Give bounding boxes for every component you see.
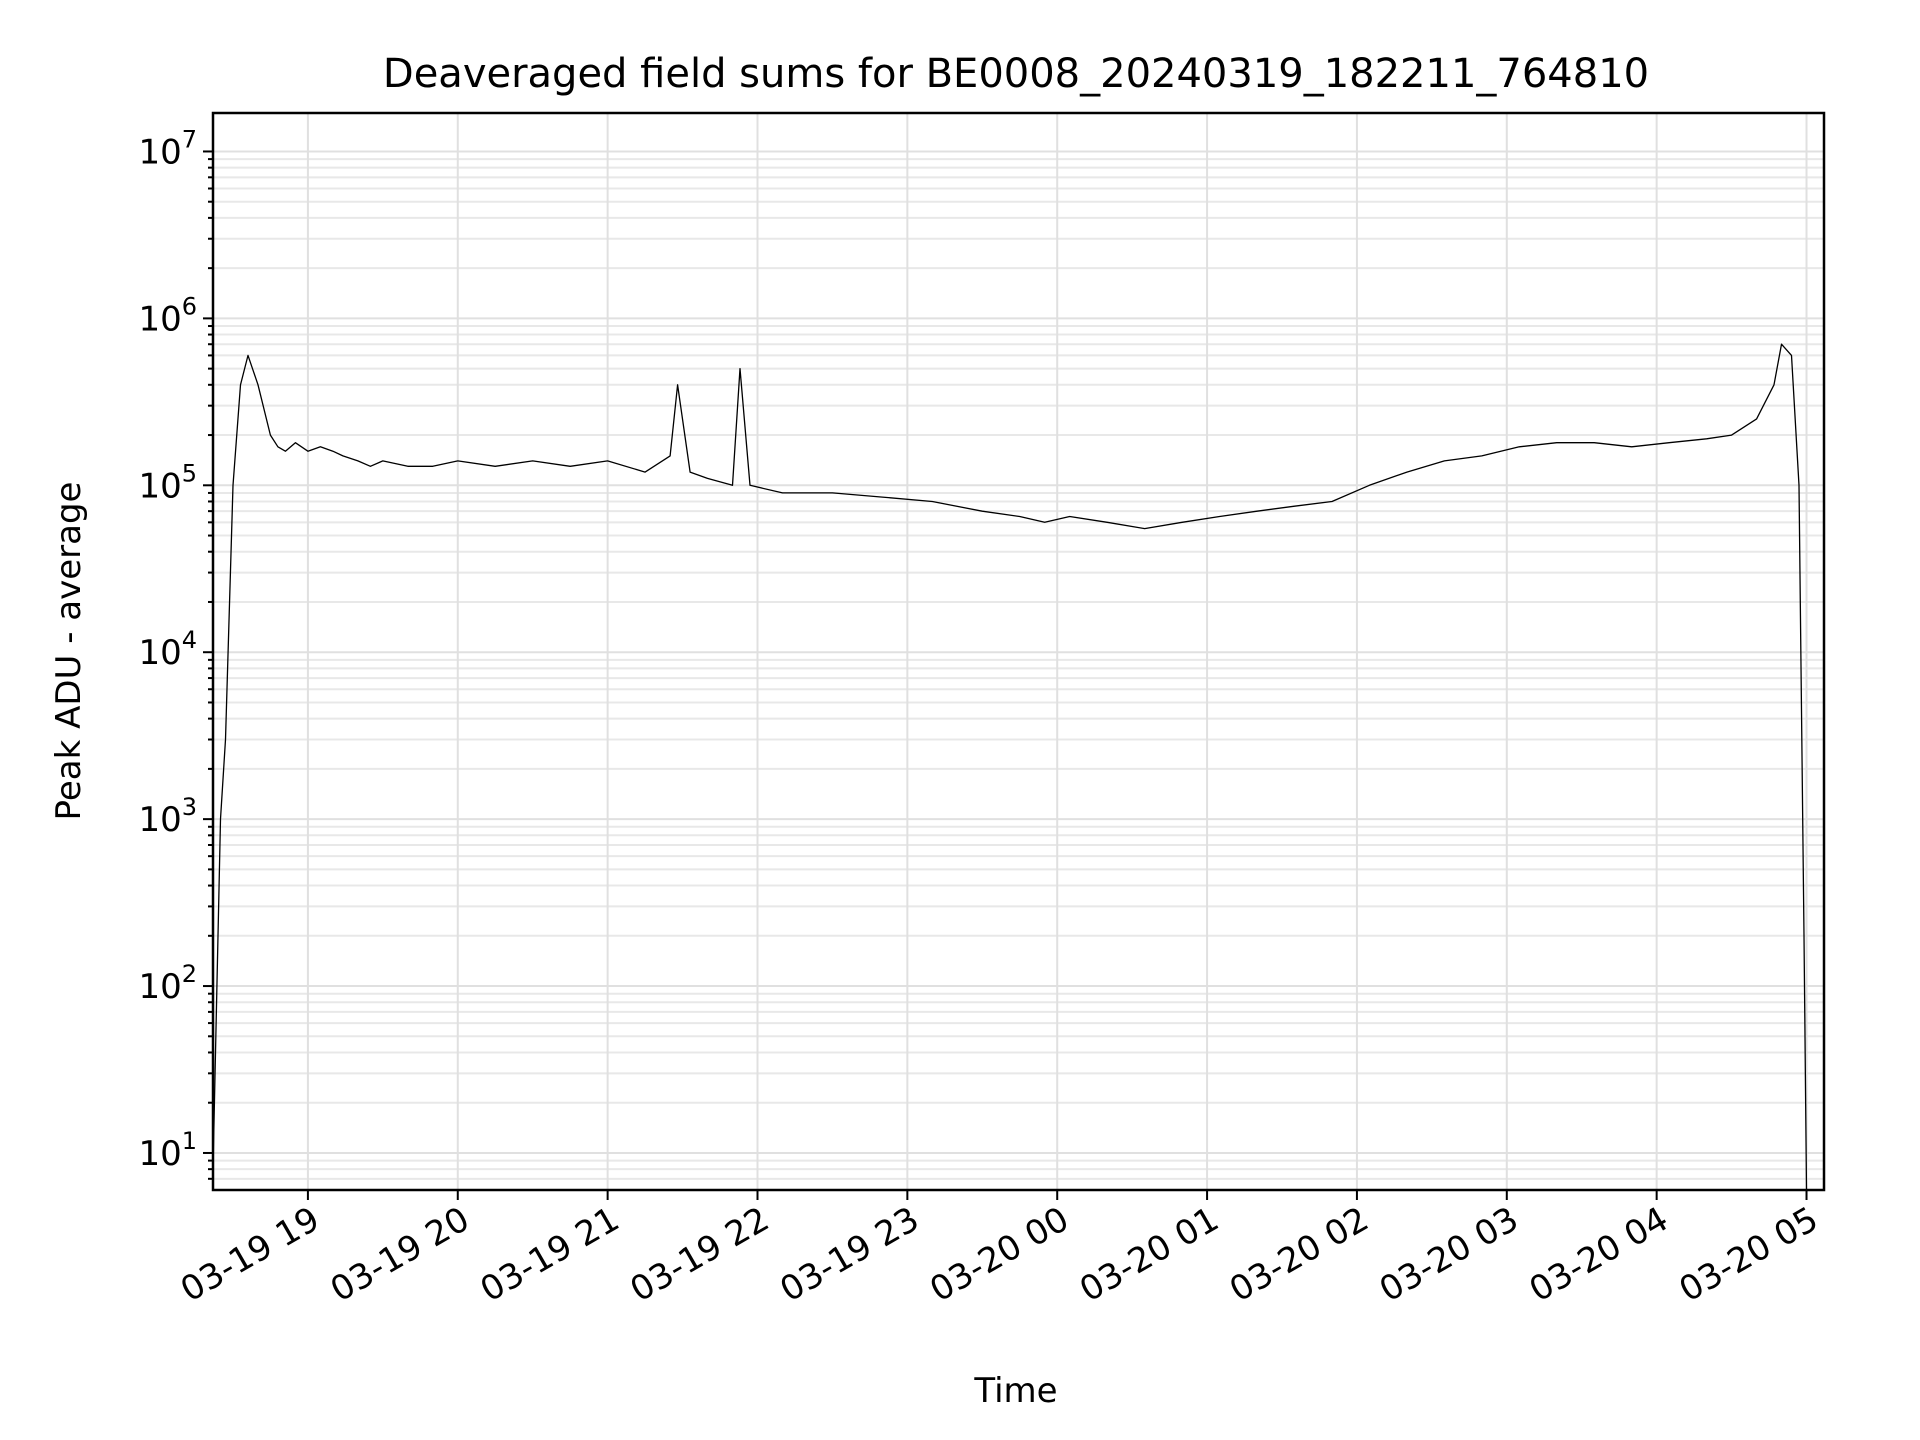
y-tick-exponent: 4 bbox=[182, 626, 197, 654]
y-tick-base: 10 bbox=[138, 967, 181, 1007]
series-line bbox=[212, 343, 1808, 1191]
y-tick-label: 101 bbox=[138, 1127, 197, 1174]
y-tick-base: 10 bbox=[138, 132, 181, 172]
y-axis-label: Peak ADU - average bbox=[49, 482, 89, 821]
y-tick-base: 10 bbox=[138, 466, 181, 506]
y-tick-label: 107 bbox=[138, 125, 197, 172]
x-tick-label: 03-19 22 bbox=[624, 1199, 776, 1310]
y-tick-exponent: 7 bbox=[182, 125, 197, 153]
x-tick-label: 03-20 01 bbox=[1073, 1199, 1225, 1310]
y-tick-base: 10 bbox=[138, 1134, 181, 1174]
series-layer bbox=[212, 343, 1808, 1191]
y-tick-base: 10 bbox=[138, 633, 181, 673]
y-tick-exponent: 5 bbox=[182, 459, 197, 487]
x-tick-label: 03-19 23 bbox=[773, 1199, 925, 1310]
chart-title: Deaveraged field sums for BE0008_2024031… bbox=[383, 51, 1649, 97]
x-tick-label: 03-20 05 bbox=[1673, 1199, 1825, 1310]
y-tick-label: 102 bbox=[138, 960, 197, 1007]
y-tick-base: 10 bbox=[138, 299, 181, 339]
x-tick-label: 03-20 02 bbox=[1223, 1199, 1375, 1310]
y-tick-exponent: 2 bbox=[182, 960, 197, 988]
y-tick-base: 10 bbox=[138, 800, 181, 840]
y-tick-label: 106 bbox=[138, 292, 197, 339]
x-tick-label: 03-20 03 bbox=[1373, 1199, 1525, 1310]
x-tick-label: 03-19 20 bbox=[324, 1199, 476, 1310]
y-tick-exponent: 1 bbox=[182, 1127, 197, 1155]
y-tick-exponent: 3 bbox=[182, 793, 197, 821]
x-tick-label: 03-19 21 bbox=[474, 1199, 626, 1310]
y-tick-label: 104 bbox=[138, 626, 197, 673]
x-tick-label: 03-19 19 bbox=[174, 1199, 326, 1310]
y-tick-label: 103 bbox=[138, 793, 197, 840]
x-axis-label: Time bbox=[973, 1371, 1057, 1411]
y-tick-exponent: 6 bbox=[182, 292, 197, 320]
grid bbox=[213, 113, 1824, 1190]
x-tick-label: 03-20 04 bbox=[1523, 1199, 1675, 1310]
x-tick-label: 03-20 00 bbox=[923, 1199, 1075, 1310]
y-tick-label: 105 bbox=[138, 459, 197, 506]
